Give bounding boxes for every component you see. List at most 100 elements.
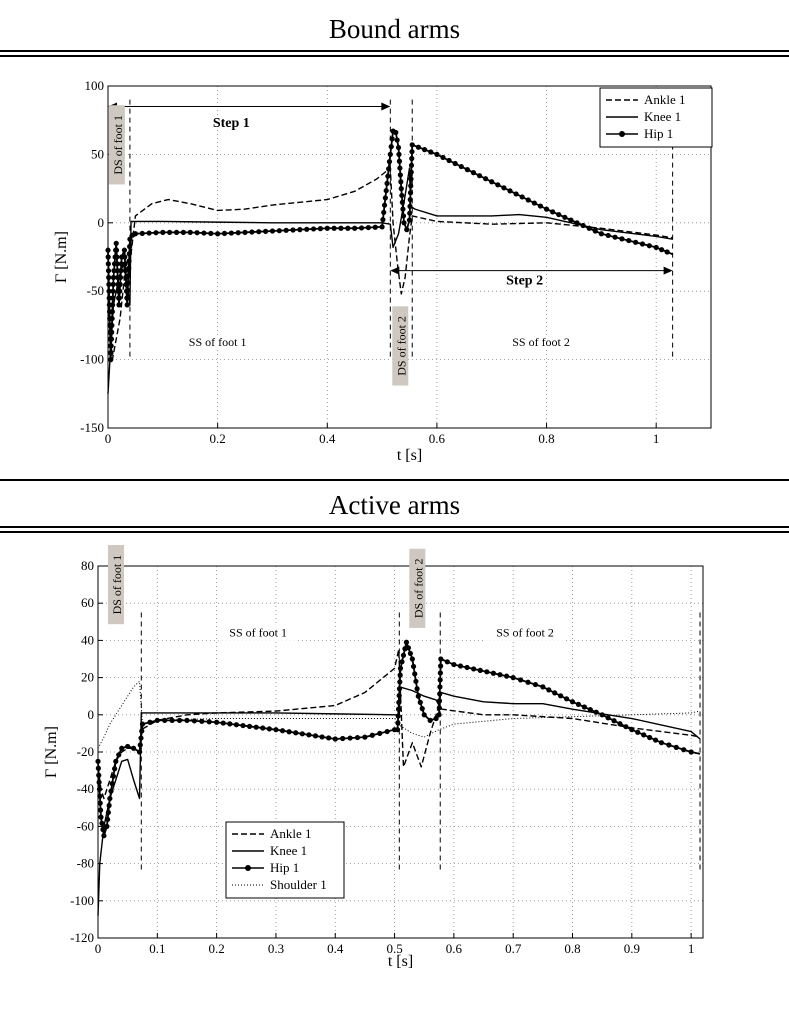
hip-marker xyxy=(666,742,672,748)
legend-marker xyxy=(245,865,251,871)
hip-marker xyxy=(381,209,387,216)
hip-marker xyxy=(354,734,361,741)
hip-marker xyxy=(395,720,401,726)
hip-marker xyxy=(369,732,375,738)
hip-marker xyxy=(191,718,197,724)
hip-marker xyxy=(110,773,117,779)
phase-label: SS of foot 2 xyxy=(512,335,570,349)
hip-marker xyxy=(546,687,552,693)
hip-marker xyxy=(646,243,652,249)
hip-marker xyxy=(122,261,128,267)
hip-marker xyxy=(127,236,133,242)
hip-marker xyxy=(381,202,388,208)
hip-marker xyxy=(451,661,457,668)
hip-marker xyxy=(395,713,401,719)
x-tick-label: 0.6 xyxy=(429,431,446,446)
hip-marker xyxy=(97,807,104,813)
hip-marker xyxy=(647,734,653,741)
hip-marker xyxy=(409,149,415,155)
hip-marker xyxy=(214,719,220,725)
phase-label-bg xyxy=(108,105,125,185)
hip-marker xyxy=(408,162,415,168)
x-tick-label: 0.2 xyxy=(210,431,226,446)
hip-marker xyxy=(550,209,556,215)
hip-marker xyxy=(138,735,144,741)
hip-marker xyxy=(605,232,611,239)
hip-marker xyxy=(510,675,516,681)
y-tick-label: 0 xyxy=(88,707,95,722)
hip-marker xyxy=(397,679,403,685)
hip-marker xyxy=(117,288,123,294)
phase-label-bg xyxy=(178,334,258,350)
hip-marker xyxy=(118,261,124,267)
hip-marker xyxy=(407,203,413,209)
hip-marker xyxy=(408,169,414,175)
hip-marker xyxy=(556,211,562,218)
hip-marker xyxy=(297,227,303,233)
hip-marker xyxy=(408,183,414,189)
hip-marker xyxy=(397,172,403,178)
hip-marker xyxy=(108,788,114,794)
hip-marker xyxy=(507,188,513,194)
hip-marker xyxy=(434,151,440,157)
hip-marker xyxy=(109,302,116,308)
y-tick-label: -100 xyxy=(70,893,94,908)
hip-marker xyxy=(437,670,443,676)
hip-marker xyxy=(338,225,344,231)
hip-marker xyxy=(106,288,112,294)
hip-marker xyxy=(139,728,145,734)
hip-marker xyxy=(531,200,537,206)
hip-marker xyxy=(136,749,143,755)
legend-label: Knee 1 xyxy=(270,843,307,858)
legend-label: Ankle 1 xyxy=(270,826,312,841)
phase-label: DS of foot 2 xyxy=(411,558,425,618)
hip-marker xyxy=(543,206,550,212)
hip-marker xyxy=(407,190,414,196)
hip-marker xyxy=(580,222,586,229)
hip-marker xyxy=(266,726,272,732)
hip-marker xyxy=(345,225,351,231)
hip-marker xyxy=(352,225,358,231)
hip-marker xyxy=(386,159,393,165)
hip-marker xyxy=(122,254,128,260)
hip-marker xyxy=(208,230,214,237)
hip-marker xyxy=(393,129,399,136)
hip-marker xyxy=(127,243,133,250)
hip-marker xyxy=(98,814,104,820)
hip-marker xyxy=(100,826,106,833)
hip-marker xyxy=(436,705,442,711)
hip-marker xyxy=(109,781,115,787)
hip-marker xyxy=(240,722,246,729)
hip-marker xyxy=(437,691,443,697)
hip-marker xyxy=(403,639,410,645)
x-tick-label: 1 xyxy=(688,941,695,956)
hip-marker xyxy=(106,281,112,287)
hip-marker xyxy=(137,742,143,748)
hip-marker xyxy=(110,274,117,281)
y-tick-label: 60 xyxy=(81,595,94,610)
hip-marker xyxy=(116,302,122,308)
x-tick-label: 0 xyxy=(105,431,112,446)
phase-label-group: DS of foot 2 xyxy=(392,306,409,386)
hip-marker xyxy=(568,217,574,223)
hip-marker xyxy=(385,173,391,179)
x-tick-label: 0 xyxy=(95,941,102,956)
x-axis-label: t [s] xyxy=(397,447,422,464)
x-tick-label: 0.5 xyxy=(386,941,402,956)
hip-marker xyxy=(525,679,531,685)
hip-marker xyxy=(283,227,289,233)
hip-marker xyxy=(108,350,114,356)
x-tick-label: 0.8 xyxy=(538,431,554,446)
hip-marker xyxy=(388,144,394,150)
hip-marker xyxy=(470,170,477,176)
hip-marker xyxy=(365,224,371,231)
hip-marker xyxy=(396,686,403,692)
hip-marker xyxy=(444,659,450,665)
hip-marker xyxy=(249,229,255,235)
hip-marker xyxy=(105,268,112,274)
hip-marker xyxy=(471,666,477,672)
hip-marker xyxy=(273,727,279,733)
hip-marker xyxy=(263,228,269,234)
hip-marker xyxy=(290,227,296,233)
hip-marker xyxy=(235,230,241,236)
